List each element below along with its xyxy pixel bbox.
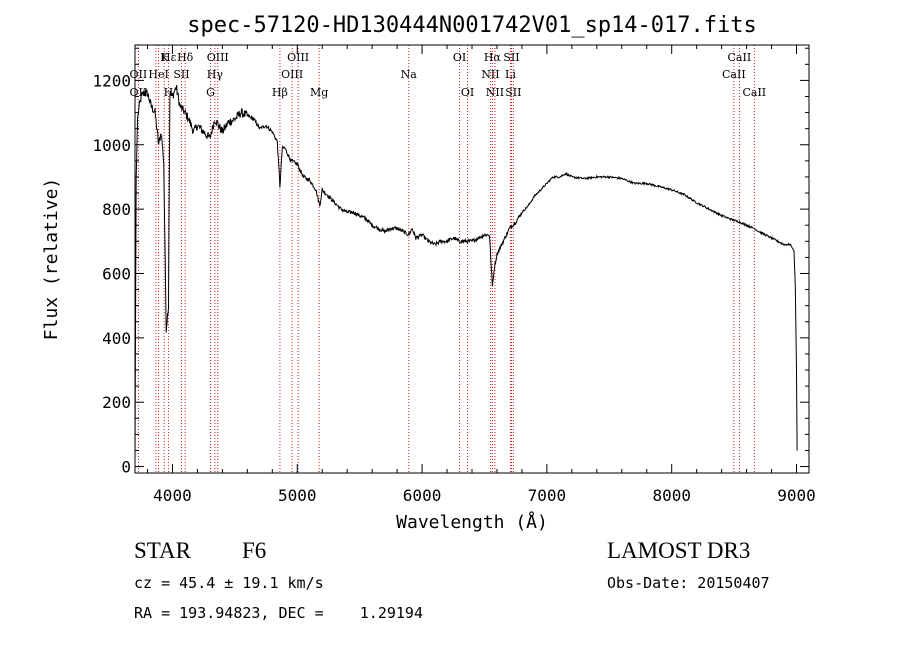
x-tick-label: 8000 [652,486,691,505]
line-label: K [160,51,169,64]
x-tick-label: 7000 [528,486,567,505]
line-label: Hγ [207,68,224,81]
y-tick-label: 1200 [92,71,131,90]
object-class: STAR [134,538,191,563]
line-label: OI [461,86,474,99]
y-tick-label: 1000 [92,136,131,155]
x-axis-label: Wavelength (Å) [396,511,548,533]
line-label: OIII [207,51,229,64]
line-label: NII [481,68,499,81]
object-subclass: F6 [242,538,267,563]
line-label: OIII [287,51,309,64]
line-label: OII [130,68,148,81]
observation-date: Obs-Date: 20150407 [607,574,770,592]
line-label: Hα [484,51,502,64]
x-tick-label: 6000 [403,486,442,505]
line-label: NII [486,86,504,99]
plot-frame [134,44,810,474]
spectral-line-markers [137,45,755,473]
line-label: CaII [742,86,766,99]
line-label: OI [453,51,466,64]
line-label: SII [173,68,189,81]
line-label: Na [401,68,418,81]
spectrum-series [134,85,798,461]
line-label: SII [505,86,521,99]
x-axis-ticks: 4000 5000 6000 7000 8000 9000 [146,45,816,505]
coordinates-readout: RA = 193.94823, DEC = 1.29194 [134,604,423,622]
line-label: HeI [148,68,168,81]
y-tick-label: 400 [102,329,131,348]
redshift-readout: cz = 45.4 ± 19.1 km/s [134,574,324,592]
line-label: Li [505,68,516,81]
line-label: Mg [310,86,328,99]
y-tick-label: 200 [102,393,131,412]
line-label: CaII [722,68,746,81]
y-tick-label: 600 [102,264,131,283]
line-label: OII [130,86,148,99]
y-tick-label: 800 [102,200,131,219]
x-tick-label: 5000 [278,486,317,505]
line-label: H [164,86,174,99]
chart-title: spec-57120-HD130444N001742V01_sp14-017.f… [187,13,757,38]
x-tick-label: 9000 [777,486,816,505]
y-axis-label: Flux (relative) [41,178,62,341]
line-label: CaII [728,51,752,64]
line-label: SII [503,51,519,64]
y-tick-label: 0 [121,458,131,477]
spectral-line-labels: HεK Hδ OII HeI SII OII H OIII Hγ G OIII OIII Hβ Mg Na O… [130,51,767,99]
line-label: G [206,86,215,99]
x-tick-label: 4000 [153,486,192,505]
survey-name: LAMOST DR3 [607,538,751,563]
y-axis-ticks: 0 200 400 600 800 1000 1200 [92,47,809,477]
line-label: Hβ [272,86,288,99]
spectrum-line [134,85,798,461]
line-label: Hε [161,51,177,64]
line-label: Hδ [177,51,194,64]
line-label: OIII [281,68,303,81]
